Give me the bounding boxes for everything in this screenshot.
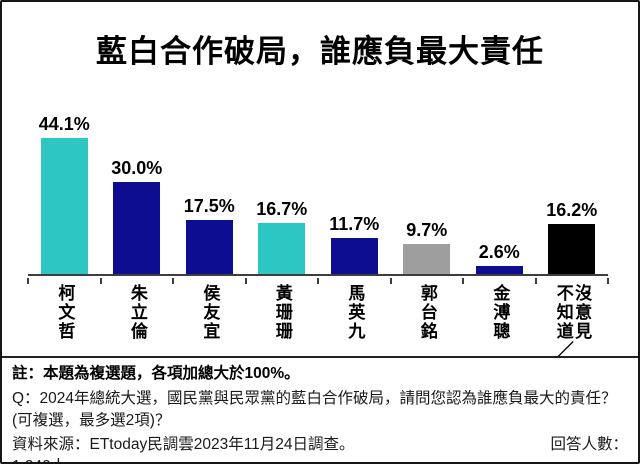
footnotes: 註：本題為複選題，各項加總大於100%。 Q：2024年總統大選，國民黨與民眾黨… bbox=[12, 363, 628, 462]
category-labels: 柯文哲 朱立倫 侯友宜 黃珊珊 馬英九 郭台銘 金溥聰 不知道／沒意見 bbox=[28, 284, 608, 366]
bar-value-label: 17.5% bbox=[183, 196, 235, 217]
category-slot: 朱立倫 bbox=[101, 284, 174, 366]
bars-container: 44.1% 30.0% 17.5% 16.7% 11.7% 9.7% 2.6% 16.2% bbox=[28, 92, 608, 274]
category-label: 郭台銘 bbox=[417, 284, 437, 341]
category-label: 侯友宜 bbox=[200, 284, 220, 341]
x-axis-line bbox=[27, 274, 609, 284]
axis-tick bbox=[244, 278, 247, 284]
bar-slot: 17.5% bbox=[173, 92, 246, 274]
bar bbox=[330, 238, 378, 274]
axis-tick bbox=[534, 278, 537, 284]
bar bbox=[40, 138, 88, 274]
source-text: 資料來源：ETtoday民調雲2023年11月24日調查。 bbox=[12, 435, 355, 453]
bar bbox=[475, 266, 523, 274]
bar-value-label: 16.2% bbox=[546, 200, 598, 221]
category-label: 黃珊珊 bbox=[272, 284, 292, 341]
category-slot: 不知道／沒意見 bbox=[536, 284, 609, 366]
category-slot: 馬英九 bbox=[318, 284, 391, 366]
respondents-count: 1,240人 bbox=[12, 456, 628, 462]
bar bbox=[258, 222, 306, 274]
bar-slot: 30.0% bbox=[101, 92, 174, 274]
axis-tick bbox=[172, 278, 174, 284]
bar-value-label: 30.0% bbox=[111, 157, 163, 178]
category-label: 柯文哲 bbox=[55, 284, 75, 341]
axis-tick bbox=[317, 278, 319, 284]
bar bbox=[403, 244, 451, 274]
bar bbox=[548, 224, 596, 274]
bar-slot: 2.6% bbox=[463, 92, 536, 274]
category-label: 朱立倫 bbox=[127, 284, 147, 341]
bar-slot: 9.7% bbox=[391, 92, 464, 274]
axis-tick bbox=[389, 278, 392, 284]
bar-value-label: 2.6% bbox=[478, 242, 520, 262]
axis-tick bbox=[462, 278, 464, 284]
category-slot: 郭台銘 bbox=[391, 284, 464, 366]
section-divider bbox=[2, 356, 638, 358]
axis-tick bbox=[99, 278, 102, 284]
axis-tick bbox=[27, 278, 29, 284]
bar-value-label: 44.1% bbox=[38, 114, 90, 135]
category-label: 馬英九 bbox=[345, 284, 365, 341]
question-text: Q：2024年總統大選，國民黨與民眾黨的藍白合作破局，請問您認為誰應負最大的責任… bbox=[12, 389, 617, 430]
bar bbox=[185, 220, 233, 274]
bar bbox=[113, 181, 161, 274]
category-slot: 侯友宜 bbox=[173, 284, 246, 366]
bar-slot: 44.1% bbox=[28, 92, 101, 274]
bar-value-label: 16.7% bbox=[256, 198, 308, 219]
bar-chart: 44.1% 30.0% 17.5% 16.7% 11.7% 9.7% 2.6% 16.2% bbox=[28, 92, 608, 274]
category-slot: 金溥聰 bbox=[463, 284, 536, 366]
note-text: 註：本題為複選題，各項加總大於100%。 bbox=[12, 365, 300, 382]
bar-slot: 16.7% bbox=[246, 92, 319, 274]
respondents-label: 回答人數： bbox=[550, 435, 628, 453]
bar-value-label: 11.7% bbox=[329, 214, 380, 234]
chart-title: 藍白合作破局，誰應負最大責任 bbox=[96, 34, 544, 69]
source-row: 資料來源：ETtoday民調雲2023年11月24日調查。 回答人數： bbox=[12, 434, 628, 457]
axis-tick bbox=[607, 278, 609, 284]
category-label: 金溥聰 bbox=[490, 284, 510, 341]
category-label: 不知道／沒意見 bbox=[553, 284, 592, 360]
bar-value-label: 9.7% bbox=[406, 220, 448, 241]
category-slot: 黃珊珊 bbox=[246, 284, 319, 366]
category-slot: 柯文哲 bbox=[28, 284, 101, 366]
bar-slot: 11.7% bbox=[318, 92, 391, 274]
bar-slot: 16.2% bbox=[536, 92, 609, 274]
